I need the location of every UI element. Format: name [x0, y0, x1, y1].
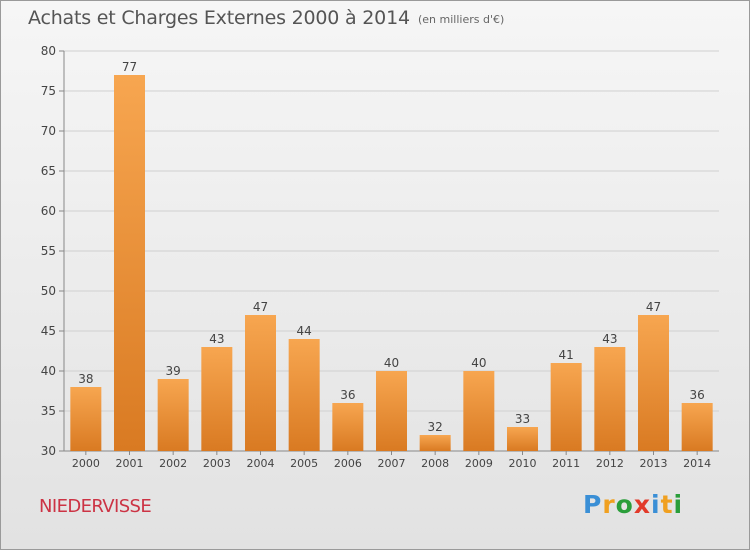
x-tick-label: 2005	[290, 457, 318, 470]
y-tick-label: 40	[41, 364, 56, 378]
y-tick-label: 35	[41, 404, 56, 418]
data-label: 47	[253, 300, 268, 314]
place-name: NIEDERVISSE	[39, 496, 152, 517]
x-tick-label: 2009	[465, 457, 493, 470]
y-tick-label: 70	[41, 124, 56, 138]
data-label: 41	[559, 348, 574, 362]
bar	[288, 339, 320, 451]
y-tick-label: 80	[41, 44, 56, 58]
bar	[201, 347, 233, 451]
x-tick-label: 2001	[116, 457, 144, 470]
data-label: 39	[166, 364, 181, 378]
logo-letter: i	[651, 490, 661, 519]
x-tick-label: 2008	[421, 457, 449, 470]
x-tick-label: 2013	[640, 457, 668, 470]
x-tick-label: 2011	[552, 457, 580, 470]
y-tick-label: 75	[41, 84, 56, 98]
data-label: 38	[78, 372, 93, 386]
data-label: 36	[690, 388, 705, 402]
bar	[157, 379, 189, 451]
y-tick-label: 55	[41, 244, 56, 258]
data-label: 47	[646, 300, 661, 314]
bar	[550, 363, 582, 451]
data-label: 40	[471, 356, 486, 370]
x-tick-label: 2004	[247, 457, 275, 470]
x-tick-label: 2002	[159, 457, 187, 470]
x-tick-label: 2010	[509, 457, 537, 470]
x-tick-label: 2003	[203, 457, 231, 470]
bar	[638, 315, 669, 451]
bar	[245, 315, 276, 451]
logo-letter: P	[583, 490, 603, 519]
data-label: 33	[515, 412, 530, 426]
bar	[70, 387, 102, 451]
bar	[332, 403, 364, 451]
bar	[681, 403, 713, 451]
chart-subtitle: (en milliers d'€)	[418, 13, 505, 26]
y-tick-label: 60	[41, 204, 56, 218]
data-label: 32	[428, 420, 443, 434]
y-tick-label: 50	[41, 284, 56, 298]
x-tick-label: 2000	[72, 457, 100, 470]
y-tick-label: 65	[41, 164, 56, 178]
bar	[419, 435, 451, 451]
logo-letter: o	[615, 490, 634, 519]
logo-letter: i	[673, 490, 684, 519]
bar	[594, 347, 626, 451]
bar	[114, 75, 145, 451]
bar	[376, 371, 407, 451]
proxiti-logo[interactable]: Proxiti	[583, 490, 683, 519]
x-tick-label: 2006	[334, 457, 362, 470]
data-label: 44	[297, 324, 312, 338]
x-tick-label: 2007	[378, 457, 406, 470]
data-label: 43	[602, 332, 617, 346]
bar	[507, 427, 538, 451]
x-tick-label: 2014	[683, 457, 711, 470]
logo-letter: x	[633, 490, 651, 519]
data-label: 77	[122, 60, 137, 74]
logo-letter: r	[602, 490, 616, 519]
y-tick-label: 45	[41, 324, 56, 338]
x-tick-label: 2012	[596, 457, 624, 470]
data-label: 43	[209, 332, 224, 346]
bar	[463, 371, 495, 451]
y-tick-label: 30	[41, 444, 56, 458]
chart-title: Achats et Charges Externes 2000 à 2014	[28, 7, 410, 29]
data-label: 36	[340, 388, 355, 402]
logo-letter: t	[660, 490, 674, 519]
data-label: 40	[384, 356, 399, 370]
